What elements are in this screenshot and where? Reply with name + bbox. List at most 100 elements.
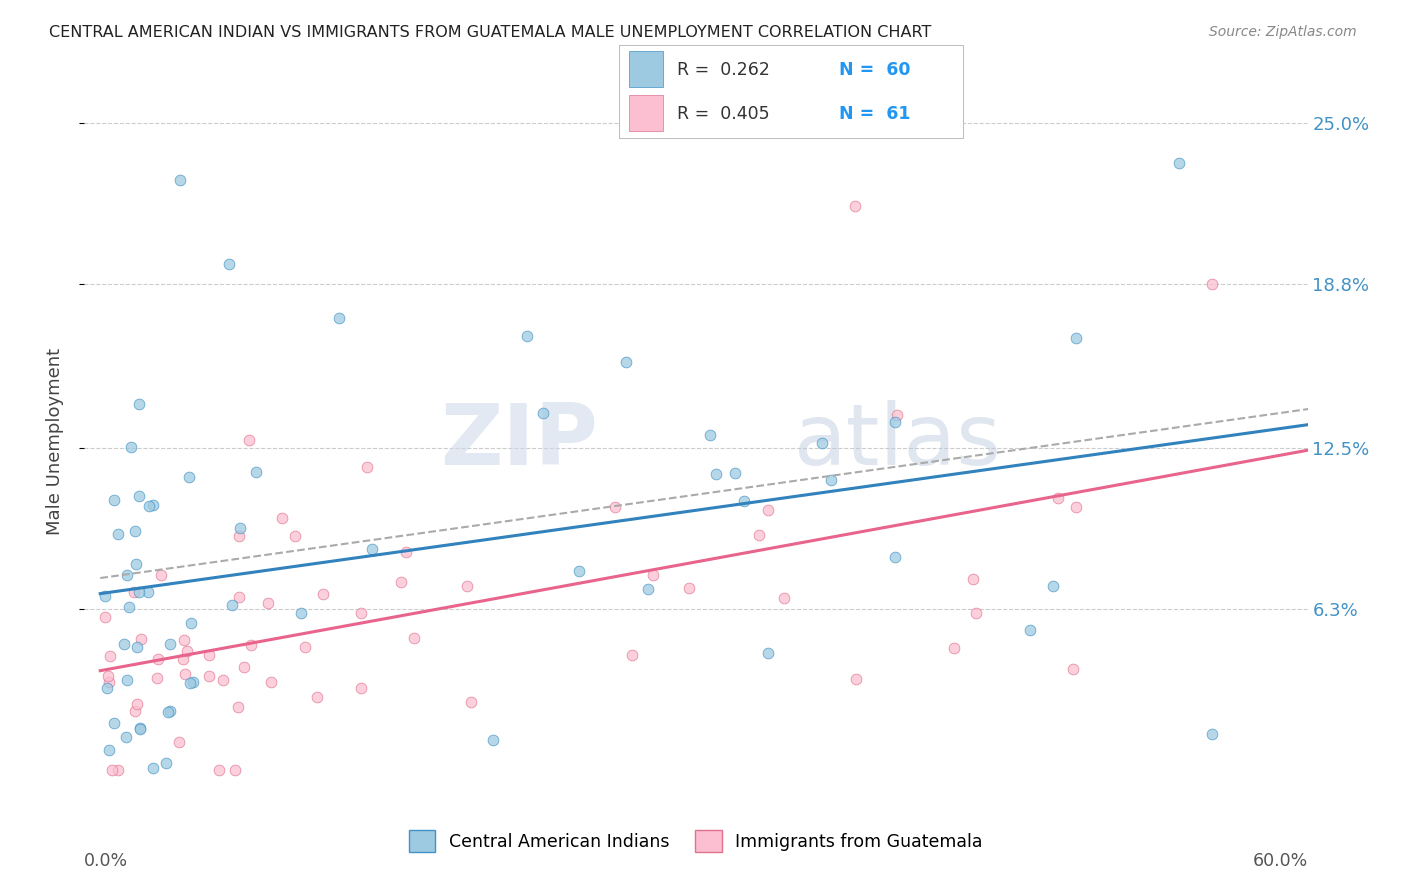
Text: R =  0.405: R = 0.405 <box>678 105 770 123</box>
Point <box>142 760 165 774</box>
Point <box>699 428 721 442</box>
Point <box>96 681 118 695</box>
Point <box>97 669 120 683</box>
Point <box>1042 579 1064 593</box>
Point <box>460 695 482 709</box>
Point <box>531 406 554 420</box>
Point <box>128 723 150 737</box>
Point <box>226 700 249 714</box>
Point <box>115 567 138 582</box>
Text: CENTRAL AMERICAN INDIAN VS IMMIGRANTS FROM GUATEMALA MALE UNEMPLOYMENT CORRELATI: CENTRAL AMERICAN INDIAN VS IMMIGRANTS FR… <box>49 25 932 40</box>
FancyBboxPatch shape <box>628 51 664 87</box>
Point <box>142 498 165 512</box>
Point <box>238 434 260 448</box>
Legend: Central American Indians, Immigrants from Guatemala: Central American Indians, Immigrants fro… <box>402 823 990 859</box>
Point <box>124 557 146 571</box>
Point <box>115 730 138 744</box>
Point <box>169 173 191 187</box>
Point <box>724 466 747 480</box>
Point <box>1167 156 1189 170</box>
Point <box>883 550 905 565</box>
Point <box>103 492 125 507</box>
Point <box>129 721 152 735</box>
Point <box>179 676 201 690</box>
Point <box>328 311 350 326</box>
Point <box>516 329 538 343</box>
Point <box>107 763 129 777</box>
Point <box>260 675 283 690</box>
Point <box>157 705 180 719</box>
Point <box>179 469 201 483</box>
Point <box>117 673 139 687</box>
Point <box>128 489 150 503</box>
Text: ZIP: ZIP <box>440 400 598 483</box>
Point <box>616 355 638 369</box>
Point <box>129 632 152 647</box>
Point <box>962 572 984 586</box>
Point <box>886 409 908 423</box>
Point <box>103 715 125 730</box>
Point <box>733 494 755 508</box>
Point <box>620 648 643 662</box>
Point <box>198 669 221 683</box>
Point <box>350 681 373 695</box>
Point <box>1019 624 1042 638</box>
Text: Source: ZipAtlas.com: Source: ZipAtlas.com <box>1209 25 1357 39</box>
Point <box>124 704 146 718</box>
Point <box>98 675 121 690</box>
Point <box>748 527 770 541</box>
Point <box>773 591 796 605</box>
Point <box>146 671 169 685</box>
Point <box>820 473 842 487</box>
Point <box>395 544 418 558</box>
Point <box>233 660 256 674</box>
Text: 0.0%: 0.0% <box>84 853 128 871</box>
Point <box>290 606 312 620</box>
Point <box>704 467 727 481</box>
Point <box>965 606 987 620</box>
Point <box>207 763 229 777</box>
Point <box>360 542 382 557</box>
Point <box>180 616 202 631</box>
Point <box>678 581 700 595</box>
Point <box>97 743 120 757</box>
Point <box>245 465 267 479</box>
Point <box>1062 662 1084 676</box>
Point <box>167 735 190 749</box>
Point <box>221 599 243 613</box>
Point <box>844 199 866 213</box>
Point <box>120 440 142 454</box>
Point <box>228 590 250 604</box>
Point <box>94 610 117 624</box>
Point <box>845 672 868 686</box>
Point <box>107 527 129 541</box>
Point <box>270 511 292 525</box>
Point <box>218 257 240 271</box>
Point <box>307 690 329 704</box>
Point <box>943 641 966 656</box>
Point <box>404 631 426 645</box>
Point <box>228 528 250 542</box>
Point <box>240 638 263 652</box>
Point <box>173 633 195 648</box>
Point <box>128 585 150 599</box>
Point <box>641 567 664 582</box>
Point <box>174 667 197 681</box>
Point <box>93 590 115 604</box>
Point <box>482 733 505 747</box>
Point <box>1046 491 1069 505</box>
Point <box>149 567 172 582</box>
Point <box>146 651 169 665</box>
Point <box>1064 500 1087 515</box>
Point <box>155 756 177 771</box>
Point <box>118 600 141 615</box>
Point <box>98 648 121 663</box>
Point <box>198 648 221 662</box>
Point <box>136 585 159 599</box>
Point <box>756 503 779 517</box>
Point <box>294 640 316 655</box>
Point <box>159 705 181 719</box>
Point <box>884 415 907 429</box>
Point <box>356 459 378 474</box>
Point <box>568 565 591 579</box>
